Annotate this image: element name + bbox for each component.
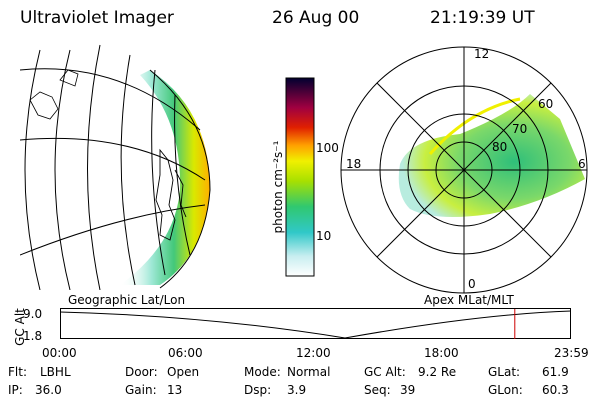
- mlt-12: 12: [474, 47, 490, 61]
- ip-label: IP:: [8, 383, 23, 397]
- glat-value: 61.9: [542, 365, 569, 379]
- altitude-curve: [59, 310, 572, 339]
- altitude-ymax: 9.0: [23, 307, 43, 321]
- mlat-80: 80: [492, 140, 508, 154]
- colorbar: [285, 77, 315, 277]
- colorbar-tick-10: 10: [316, 229, 332, 243]
- mode-value: Normal: [287, 365, 331, 379]
- gcalt-value: 9.2 Re: [418, 365, 457, 379]
- geographic-map: [20, 44, 211, 290]
- xtick-4: 23:59: [554, 346, 589, 360]
- seq-value: 39: [400, 383, 416, 397]
- altitude-ymin: 1.8: [23, 329, 43, 343]
- dsp-label: Dsp:: [244, 383, 272, 397]
- gain-label: Gain:: [125, 383, 157, 397]
- door-value: Open: [167, 365, 200, 379]
- gain-value: 13: [167, 383, 183, 397]
- date-label: 26 Aug 00: [272, 8, 360, 28]
- instrument-title: Ultraviolet Imager: [20, 8, 174, 28]
- mlat-60: 60: [538, 97, 554, 111]
- flt-value: LBHL: [40, 365, 71, 379]
- geographic-label: Geographic Lat/Lon: [68, 293, 186, 307]
- colorbar-tick-100: 100: [316, 141, 339, 155]
- seq-label: Seq:: [364, 383, 391, 397]
- dsp-value: 3.9: [287, 383, 307, 397]
- glon-label: GLon:: [488, 383, 523, 397]
- mlt-18: 18: [346, 157, 362, 171]
- mlt-0: 0: [468, 277, 476, 291]
- polar-plot: [340, 46, 588, 294]
- apex-label: Apex MLat/MLT: [424, 293, 514, 307]
- altitude-plot: [59, 308, 572, 339]
- colorbar-label: photon cm⁻²s⁻¹: [271, 140, 285, 234]
- mlt-6: 6: [578, 157, 586, 171]
- xtick-2: 12:00: [296, 346, 331, 360]
- aurora-oval-polar: [398, 94, 585, 218]
- glon-value: 60.3: [542, 383, 569, 397]
- flt-label: Flt:: [8, 365, 27, 379]
- xtick-0: 00:00: [42, 346, 77, 360]
- gcalt-label: GC Alt:: [364, 365, 406, 379]
- xtick-3: 18:00: [424, 346, 459, 360]
- time-label: 21:19:39 UT: [430, 8, 535, 28]
- ip-value: 36.0: [35, 383, 62, 397]
- door-label: Door:: [125, 365, 158, 379]
- mlat-70: 70: [512, 122, 528, 136]
- mode-label: Mode:: [244, 365, 281, 379]
- aurora-band-geographic: [120, 70, 210, 285]
- glat-label: GLat:: [488, 365, 521, 379]
- xtick-1: 06:00: [168, 346, 203, 360]
